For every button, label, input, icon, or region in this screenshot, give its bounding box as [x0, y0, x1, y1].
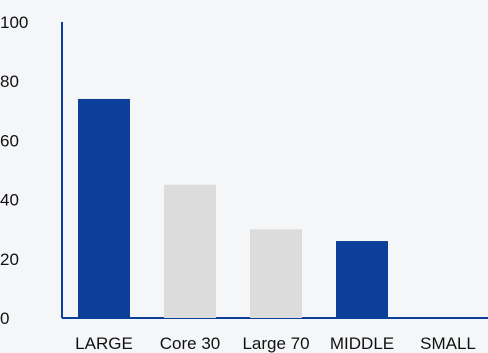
- bar-core-30: [164, 184, 216, 318]
- y-tick-label-40: 40: [0, 191, 19, 210]
- bar-large: [78, 98, 130, 319]
- y-tick-label-0: 0: [0, 309, 9, 328]
- bar-middle: [336, 241, 388, 318]
- x-axis-tick-labels: LARGE Core 30 Large 70 MIDDLE SMALL: [75, 334, 476, 353]
- x-tick-label-large-70: Large 70: [242, 334, 309, 353]
- bar-large-70: [250, 229, 302, 318]
- x-tick-label-large: LARGE: [75, 334, 133, 353]
- x-tick-label-middle: MIDDLE: [330, 334, 394, 353]
- y-tick-label-100: 100: [0, 13, 28, 32]
- bars: [78, 98, 388, 319]
- x-tick-label-core-30: Core 30: [160, 334, 220, 353]
- y-axis-tick-labels: 0 20 40 60 80 100: [0, 13, 28, 328]
- y-tick-label-60: 60: [0, 131, 19, 150]
- x-tick-label-small: SMALL: [420, 334, 476, 353]
- y-tick-label-80: 80: [0, 72, 19, 91]
- y-tick-label-20: 20: [0, 250, 19, 269]
